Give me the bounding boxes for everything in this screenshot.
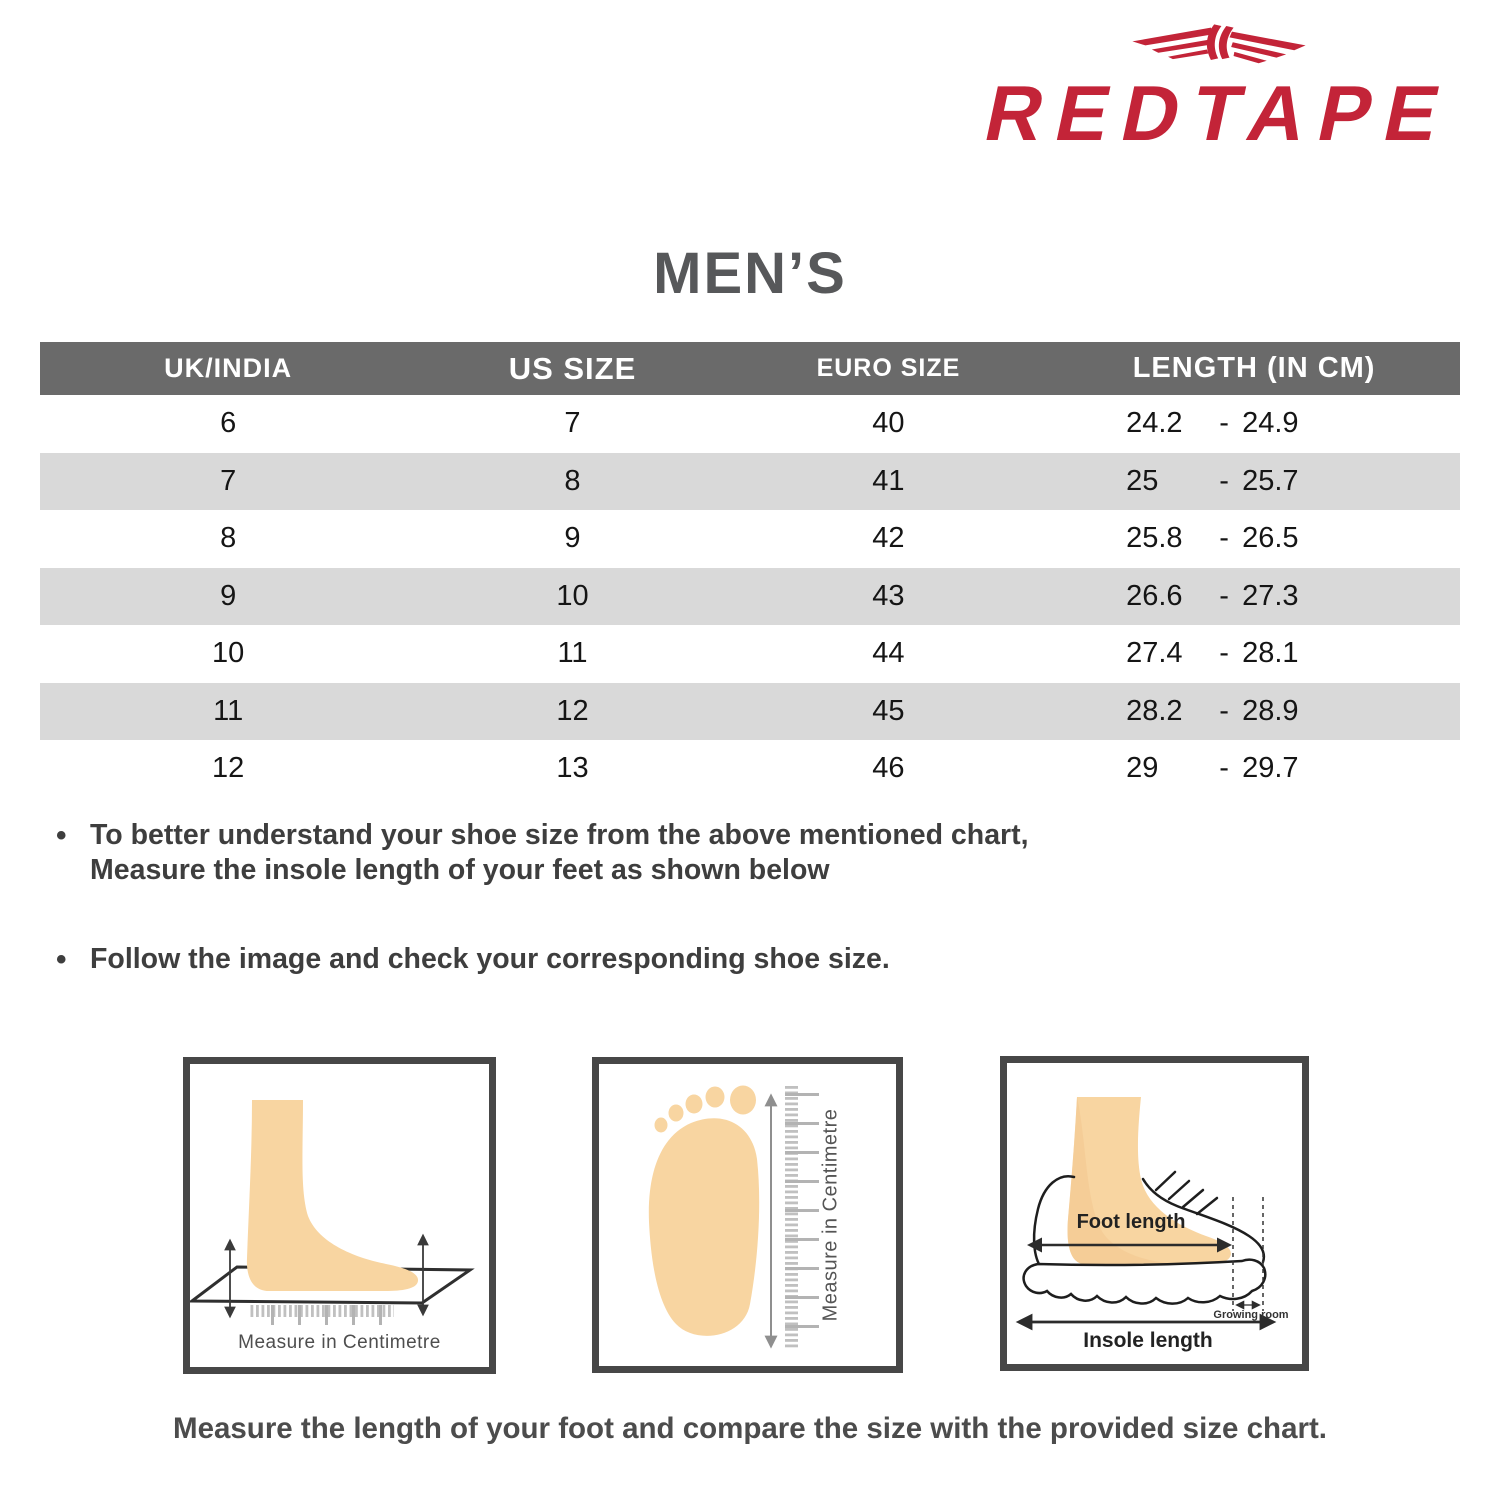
col-header-uk-india: UK/INDIA (164, 353, 293, 383)
shoe-outline (1032, 1170, 1266, 1268)
size-chart-table: UK/INDIA US SIZE EURO SIZE LENGTH (IN CM… (40, 342, 1460, 798)
length-max: 29.7 (1242, 752, 1299, 785)
shoe-illustration (1015, 1097, 1277, 1331)
table-row: 8 9 42 25.8 -26.5 (40, 510, 1460, 568)
length-max: 24.9 (1242, 407, 1299, 440)
insole-length-label: Insole length (1083, 1329, 1213, 1352)
foot-length-label: Foot length (1076, 1211, 1186, 1233)
note-follow-image: Follow the image and check your correspo… (56, 942, 1276, 978)
table-row: 6 7 40 24.2 -24.9 (40, 395, 1460, 453)
shoe-sole (1022, 1258, 1267, 1305)
cell-us: 9 (564, 522, 581, 555)
cell-length: 25.8 -26.5 (1048, 522, 1460, 555)
instruction-notes: To better understand your shoe size from… (56, 818, 1276, 978)
foot-side-illustration (190, 1100, 475, 1325)
table-header-row: UK/INDIA US SIZE EURO SIZE LENGTH (IN CM… (40, 342, 1460, 395)
cell-euro: 42 (872, 522, 905, 555)
fig1-caption: Measure in Centimetre (238, 1332, 441, 1353)
figure-foot-side-measure: Measure in Centimetre (183, 1057, 496, 1374)
length-min: 25.8 (1126, 522, 1183, 555)
cell-length: 27.4 -28.1 (1048, 637, 1460, 670)
cell-euro: 43 (872, 579, 905, 612)
cell-us: 7 (564, 407, 581, 440)
cell-uk: 6 (220, 407, 237, 440)
cell-euro: 46 (872, 752, 905, 785)
cell-euro: 45 (872, 694, 905, 727)
ruler-major-ticks (248, 1305, 394, 1325)
length-min: 26.6 (1126, 579, 1183, 612)
note-line-1: To better understand your shoe size from… (90, 819, 1029, 851)
note-text: Follow the image and check your correspo… (90, 943, 890, 975)
cell-us: 8 (564, 464, 581, 497)
cell-uk: 9 (220, 579, 237, 612)
page-title: MEN’S (653, 241, 847, 306)
foot-sole-illustration (648, 1085, 819, 1349)
length-max: 26.5 (1242, 522, 1299, 555)
cell-uk: 11 (213, 694, 244, 727)
table-row: 7 8 41 25 -25.7 (40, 452, 1460, 510)
cell-length: 28.2 -28.9 (1048, 695, 1460, 728)
cell-uk: 12 (212, 752, 245, 785)
cell-length: 26.6 -27.3 (1048, 580, 1460, 613)
length-max: 28.9 (1242, 694, 1299, 727)
length-separator: - (1219, 752, 1229, 785)
length-max: 28.1 (1242, 637, 1299, 670)
length-max: 27.3 (1242, 579, 1299, 612)
length-min: 24.2 (1126, 407, 1183, 440)
cell-euro: 40 (872, 407, 905, 440)
growing-room-label: Growing room (1213, 1309, 1289, 1321)
brand-wordmark: REDTAPE (977, 69, 1461, 157)
bullet-dot (56, 942, 90, 978)
table-row: 12 13 46 29 -29.7 (40, 740, 1460, 798)
cell-euro: 44 (872, 637, 905, 670)
table-row: 10 11 44 27.4 -28.1 (40, 625, 1460, 683)
length-min: 29 (1126, 752, 1159, 785)
foot-shading (1067, 1097, 1167, 1264)
length-separator: - (1219, 637, 1229, 670)
cell-us: 10 (556, 579, 589, 612)
bullet-dot (56, 818, 90, 888)
note-text: To better understand your shoe size from… (90, 818, 1029, 888)
foot-side-shape (246, 1100, 419, 1291)
length-min: 27.4 (1126, 637, 1183, 670)
cell-length: 24.2 -24.9 (1048, 407, 1460, 440)
cell-us: 12 (556, 694, 589, 727)
cell-uk: 7 (220, 464, 237, 497)
col-header-us-size: US SIZE (508, 350, 637, 386)
ruler-major-ticks (785, 1086, 819, 1348)
col-header-length: LENGTH (IN CM) (1132, 352, 1376, 384)
length-separator: - (1219, 522, 1229, 555)
figure-shoe-insole-measure: Foot length Growing room Insole length (1000, 1056, 1309, 1371)
foot-sole-shape (648, 1085, 760, 1336)
note-measure-insole: To better understand your shoe size from… (56, 818, 1276, 888)
table-row: 11 12 45 28.2 -28.9 (40, 682, 1460, 740)
length-min: 25 (1126, 464, 1159, 497)
length-max: 25.7 (1242, 464, 1299, 497)
cell-uk: 10 (212, 637, 245, 670)
figure-foot-sole-measure: Measure in Centimetre (592, 1057, 903, 1373)
cell-uk: 8 (220, 522, 237, 555)
cell-length: 29 -29.7 (1048, 752, 1460, 785)
length-separator: - (1219, 579, 1229, 612)
length-separator: - (1219, 694, 1229, 727)
length-separator: - (1219, 464, 1229, 497)
cell-us: 13 (556, 752, 589, 785)
measuring-plane (190, 1265, 475, 1305)
length-separator: - (1219, 407, 1229, 440)
foot-in-shoe-shape (1067, 1097, 1231, 1265)
note-line-2: Measure the insole length of your feet a… (90, 854, 830, 886)
redtape-wing-icon (1132, 24, 1306, 64)
table-row: 9 10 43 26.6 -27.3 (40, 567, 1460, 625)
brand-logo: REDTAPE (977, 14, 1461, 157)
length-min: 28.2 (1126, 694, 1183, 727)
cell-us: 11 (557, 637, 588, 670)
col-header-euro-size: EURO SIZE (816, 354, 961, 382)
cell-euro: 41 (872, 464, 905, 497)
footer-instruction: Measure the length of your foot and comp… (173, 1412, 1327, 1445)
cell-length: 25 -25.7 (1048, 465, 1460, 498)
fig2-caption: Measure in Centimetre (819, 1108, 842, 1322)
